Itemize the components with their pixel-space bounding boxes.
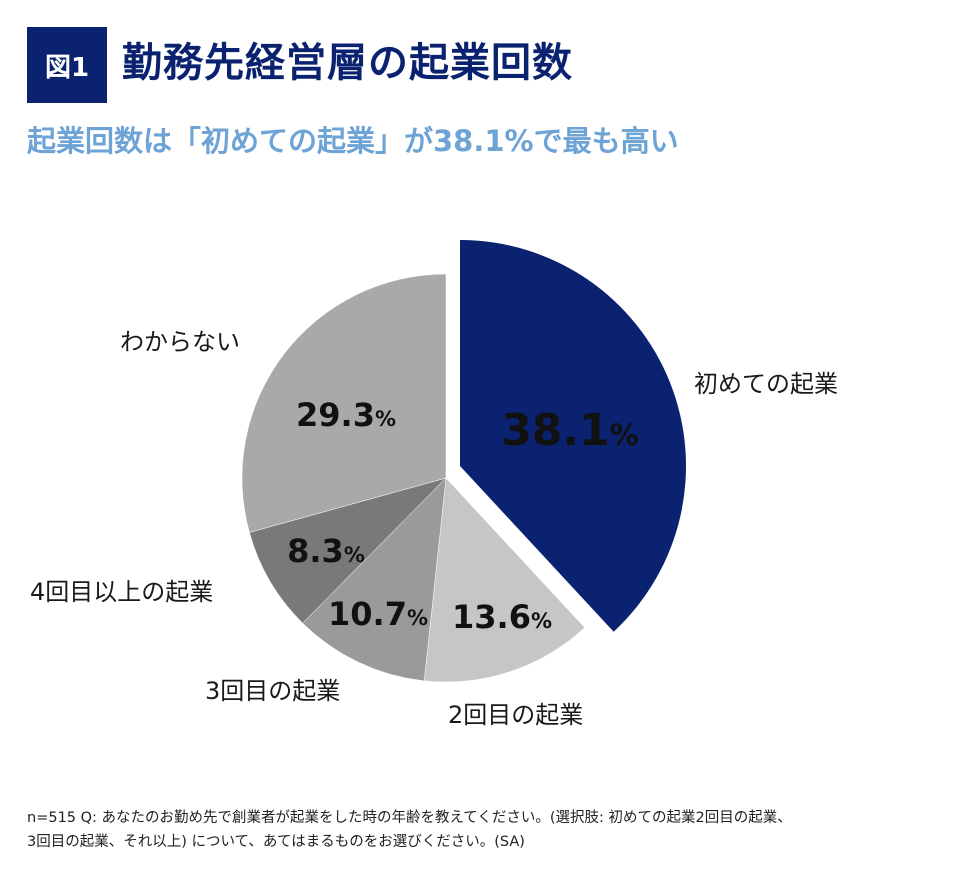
- pie-slice: [460, 240, 686, 632]
- pie-slice: [423, 477, 586, 683]
- chart-subtitle: 起業回数は「初めての起業」が38.1%で最も高い: [27, 124, 679, 158]
- footnote: n=515 Q: あなたのお勤め先で創業者が起業をした時の年齢を教えてください。…: [27, 806, 957, 854]
- slice-value-label: 10.7%: [328, 595, 428, 633]
- pie-slice: [302, 477, 447, 682]
- footnote-line-1: n=515 Q: あなたのお勤め先で創業者が起業をした時の年齢を教えてください。…: [27, 810, 792, 826]
- pie-slice: [241, 273, 447, 533]
- slice-label: 初めての起業: [694, 370, 838, 398]
- figure-badge: 図1: [27, 27, 107, 103]
- footnote-line-2: 3回目の起業、それ以上) について、あてはまるものをお選びください。(SA): [27, 834, 525, 850]
- slice-label: 4回目以上の起業: [30, 578, 213, 606]
- slice-label: わからない: [120, 328, 240, 356]
- slice-label: 2回目の起業: [448, 701, 583, 729]
- pie-slice: [249, 477, 447, 624]
- chart-title: 勤務先経営層の起業回数: [122, 40, 573, 86]
- slice-label: 3回目の起業: [205, 677, 340, 705]
